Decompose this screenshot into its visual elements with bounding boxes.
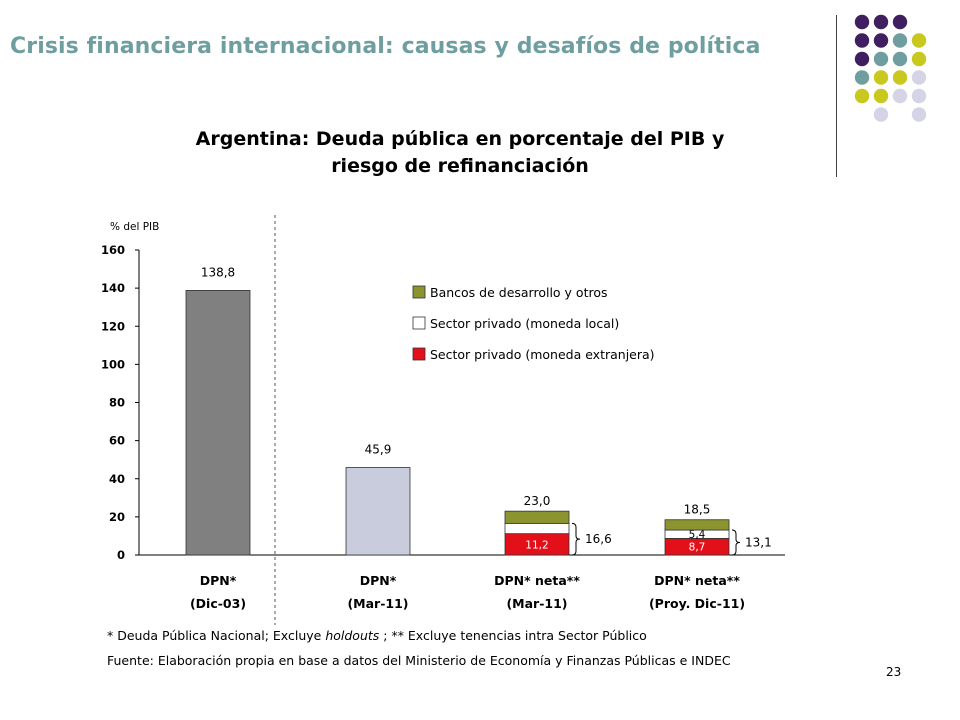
decor-dot: [873, 33, 889, 48]
footnote-definitions: * Deuda Pública Nacional; Excluye holdou…: [107, 628, 647, 643]
y-tick-label: 80: [109, 396, 125, 410]
decor-dot: [873, 14, 889, 30]
y-tick-label: 160: [101, 243, 125, 257]
decor-dot: [854, 88, 870, 104]
legend-label: Sector privado (moneda local): [430, 316, 619, 331]
slide-title: Crisis financiera internacional: causas …: [10, 34, 761, 59]
x-category-sublabel: (Proy. Dic-11): [649, 596, 745, 611]
decor-dot: [911, 107, 927, 122]
stacked-bar-segment: [664, 519, 730, 531]
chart-title: Argentina: Deuda pública en porcentaje d…: [130, 126, 790, 180]
stacked-bar-segment: [504, 522, 570, 535]
x-category-label: DPN*: [360, 573, 397, 588]
y-tick-label: 100: [101, 357, 125, 371]
legend-swatch: [412, 347, 426, 361]
title-divider: [836, 15, 837, 177]
x-category-sublabel: (Mar-11): [506, 596, 567, 611]
x-category-label: DPN*: [200, 573, 237, 588]
decor-dot: [892, 33, 908, 48]
decor-dot: [854, 70, 870, 85]
y-tick-label: 20: [109, 510, 125, 524]
stack-total-label: 23,0: [524, 494, 551, 508]
chart-title-line1: Argentina: Deuda pública en porcentaje d…: [195, 128, 725, 150]
bracket-label: 13,1: [745, 536, 772, 550]
stack-total-label: 18,5: [684, 503, 711, 517]
bracket-label: 16,6: [585, 532, 612, 546]
footnote-source: Fuente: Elaboración propia en base a dat…: [107, 653, 731, 668]
bar: [345, 467, 411, 556]
decor-dot: [892, 51, 908, 67]
x-category-sublabel: (Dic-03): [190, 596, 246, 611]
decor-dot: [911, 51, 927, 67]
decor-dot: [911, 33, 927, 48]
legend-swatch: [412, 316, 426, 330]
decor-dot: [911, 70, 927, 85]
decor-dot: [854, 14, 870, 30]
decor-dot: [911, 88, 927, 104]
decor-dot: [873, 51, 889, 67]
chart-title-line2: riesgo de refinanciación: [331, 155, 589, 177]
bracket: [571, 522, 581, 556]
bar-value-label: 138,8: [201, 265, 235, 279]
bar-value-label: 45,9: [365, 443, 392, 457]
y-axis-label: % del PIB: [110, 221, 159, 233]
y-tick-label: 60: [109, 434, 125, 448]
x-category-sublabel: (Mar-11): [347, 596, 408, 611]
legend-swatch: [412, 285, 426, 299]
bracket: [731, 529, 741, 556]
y-tick-label: 120: [101, 319, 125, 333]
decor-dot: [892, 70, 908, 85]
footnote-part-a: * Deuda Pública Nacional; Excluye: [107, 628, 326, 643]
segment-value-label: 11,2: [525, 539, 548, 551]
footnote-part-b: ; ** Excluye tenencias intra Sector Públ…: [379, 628, 647, 643]
decorative-dot-grid: [854, 14, 927, 122]
page-number: 23: [886, 665, 902, 679]
decor-dot: [873, 88, 889, 104]
decor-dot: [854, 51, 870, 67]
footnote-holdouts: holdouts: [325, 628, 380, 643]
legend-label: Sector privado (moneda extranjera): [430, 347, 655, 362]
decor-dot: [892, 88, 908, 104]
legend-label: Bancos de desarrollo y otros: [430, 285, 608, 300]
x-category-label: DPN* neta**: [654, 573, 740, 588]
decor-dot: [873, 70, 889, 85]
decor-dot: [854, 33, 870, 48]
segment-value-label: 5,4: [689, 529, 706, 541]
decor-dot: [892, 14, 908, 30]
bar: [185, 290, 251, 556]
decor-dot: [873, 107, 889, 122]
x-category-label: DPN* neta**: [494, 573, 580, 588]
y-tick-label: 40: [109, 472, 125, 486]
y-tick-label: 140: [101, 281, 125, 295]
y-tick-label: 0: [117, 548, 125, 562]
stacked-bar-segment: [504, 510, 570, 524]
segment-value-label: 8,7: [689, 542, 706, 554]
